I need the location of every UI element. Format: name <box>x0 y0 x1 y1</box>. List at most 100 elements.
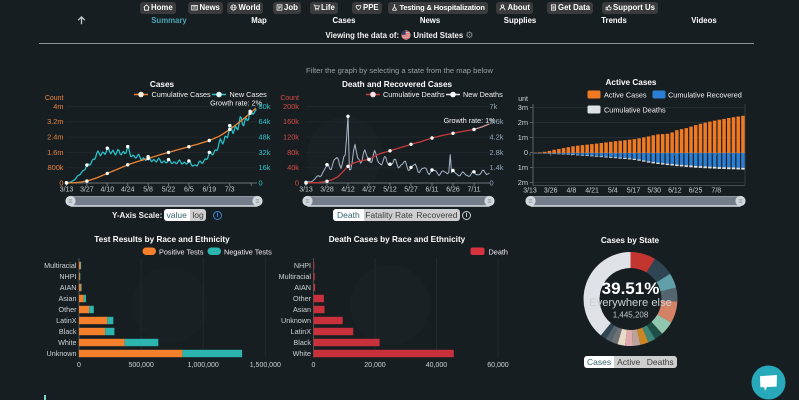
svg-text:5/8: 5/8 <box>143 187 153 194</box>
svg-text:4/21: 4/21 <box>585 188 599 195</box>
svg-text:0: 0 <box>312 362 316 369</box>
svg-text:6/12: 6/12 <box>668 188 682 195</box>
svg-text:Test Results by Race and Ethni: Test Results by Race and Ethnicity <box>94 235 230 244</box>
svg-text:6/19: 6/19 <box>202 187 216 194</box>
svg-text:200k: 200k <box>283 102 299 111</box>
svg-text:7k: 7k <box>490 102 498 111</box>
svg-text:1,000,000: 1,000,000 <box>188 362 219 369</box>
svg-text:3.2m: 3.2m <box>47 117 63 126</box>
svg-text:NHPI: NHPI <box>59 272 76 281</box>
svg-text:LatinX: LatinX <box>56 316 77 325</box>
svg-text:2m: 2m <box>518 118 528 127</box>
svg-text:0: 0 <box>77 362 81 369</box>
svg-text:Count: Count <box>280 95 299 102</box>
svg-text:80k: 80k <box>259 102 271 111</box>
svg-text:Growth rate: 1%: Growth rate: 1% <box>444 116 497 125</box>
svg-text:New Deaths: New Deaths <box>463 90 503 99</box>
svg-text:7/11: 7/11 <box>467 187 480 194</box>
svg-text:Cumulative Recovered: Cumulative Recovered <box>668 90 742 99</box>
svg-text:4/8: 4/8 <box>567 188 577 195</box>
svg-text:5/12: 5/12 <box>383 187 397 194</box>
svg-text:Unknown: Unknown <box>281 316 311 325</box>
svg-text:7/8: 7/8 <box>711 188 721 195</box>
svg-text:Active Cases: Active Cases <box>604 90 647 99</box>
svg-text:2m: 2m <box>518 178 528 187</box>
svg-text:Count: Count <box>45 95 64 102</box>
svg-text:5/17: 5/17 <box>627 188 641 195</box>
svg-text:Cases by State: Cases by State <box>601 236 660 245</box>
svg-text:3/26: 3/26 <box>544 188 558 195</box>
svg-text:NHPI: NHPI <box>294 261 311 270</box>
svg-text:Everywhere else: Everywhere else <box>589 297 672 309</box>
svg-text:0: 0 <box>490 178 494 187</box>
svg-text:6/11: 6/11 <box>425 187 438 194</box>
svg-text:1,445,208: 1,445,208 <box>613 311 649 320</box>
svg-text:40k: 40k <box>287 163 299 172</box>
svg-text:16k: 16k <box>259 163 271 172</box>
svg-text:Cumulative Deaths: Cumulative Deaths <box>383 90 445 99</box>
svg-text:Cumulative Deaths: Cumulative Deaths <box>604 105 666 114</box>
svg-text:120k: 120k <box>283 133 299 142</box>
svg-text:0: 0 <box>524 148 528 157</box>
svg-text:60,000: 60,000 <box>487 362 509 369</box>
svg-text:0: 0 <box>295 178 299 187</box>
svg-text:White: White <box>293 349 311 358</box>
svg-text:4.2k: 4.2k <box>490 133 504 142</box>
svg-text:Multiracial: Multiracial <box>279 272 312 281</box>
svg-text:6/5: 6/5 <box>184 187 194 194</box>
svg-text:3m: 3m <box>518 103 528 112</box>
svg-text:2.4m: 2.4m <box>47 133 63 142</box>
svg-text:3/13: 3/13 <box>299 187 313 194</box>
svg-text:5/30: 5/30 <box>647 188 661 195</box>
svg-text:80k: 80k <box>287 148 299 157</box>
svg-text:0: 0 <box>59 178 63 187</box>
svg-text:0: 0 <box>259 178 263 187</box>
svg-text:3/28: 3/28 <box>320 187 334 194</box>
svg-text:500,000: 500,000 <box>128 362 153 369</box>
svg-text:32k: 32k <box>259 148 271 157</box>
svg-text:4/24: 4/24 <box>121 187 135 194</box>
svg-text:4m: 4m <box>53 102 63 111</box>
svg-text:Other: Other <box>293 294 312 303</box>
svg-text:Negative Tests: Negative Tests <box>224 247 272 256</box>
svg-text:Multiracial: Multiracial <box>44 261 77 270</box>
svg-text:48k: 48k <box>259 133 271 142</box>
svg-text:7/3: 7/3 <box>225 187 235 194</box>
svg-text:3/13: 3/13 <box>523 188 537 195</box>
svg-text:1.4k: 1.4k <box>490 163 504 172</box>
svg-text:Black: Black <box>293 338 311 347</box>
svg-text:White: White <box>58 338 76 347</box>
svg-text:39.51%: 39.51% <box>602 279 660 298</box>
svg-text:4/27: 4/27 <box>362 187 376 194</box>
svg-text:Positive Tests: Positive Tests <box>159 247 204 256</box>
svg-text:6/25: 6/25 <box>689 188 703 195</box>
svg-text:160k: 160k <box>283 117 299 126</box>
svg-text:Cumulative Cases: Cumulative Cases <box>152 90 212 99</box>
svg-text:3/27: 3/27 <box>80 187 94 194</box>
svg-text:2.8k: 2.8k <box>490 148 504 157</box>
svg-text:Cases: Cases <box>150 80 175 89</box>
svg-text:Death and Recovered Cases: Death and Recovered Cases <box>342 80 453 89</box>
svg-text:4/12: 4/12 <box>341 187 355 194</box>
svg-text:Other: Other <box>59 305 78 314</box>
svg-text:5/4: 5/4 <box>608 188 618 195</box>
svg-text:AIAN: AIAN <box>60 283 77 292</box>
svg-text:20,000: 20,000 <box>364 362 386 369</box>
svg-text:Active Cases: Active Cases <box>606 78 657 87</box>
svg-text:AIAN: AIAN <box>294 283 311 292</box>
svg-text:unt: unt <box>518 96 528 103</box>
svg-text:1m: 1m <box>518 133 528 142</box>
svg-text:New Cases: New Cases <box>230 90 268 99</box>
svg-text:Asian: Asian <box>293 305 311 314</box>
svg-text:800k: 800k <box>47 163 63 172</box>
svg-text:6/26: 6/26 <box>446 187 460 194</box>
svg-text:3/13: 3/13 <box>60 187 74 194</box>
svg-text:64k: 64k <box>259 117 271 126</box>
svg-text:5/27: 5/27 <box>404 187 418 194</box>
svg-text:Growth rate: 2%: Growth rate: 2% <box>210 98 263 107</box>
svg-text:LatinX: LatinX <box>291 327 312 336</box>
svg-text:Death: Death <box>489 247 508 256</box>
svg-text:Asian: Asian <box>59 294 77 303</box>
svg-text:1,500,000: 1,500,000 <box>250 362 281 369</box>
svg-text:40,000: 40,000 <box>426 362 448 369</box>
